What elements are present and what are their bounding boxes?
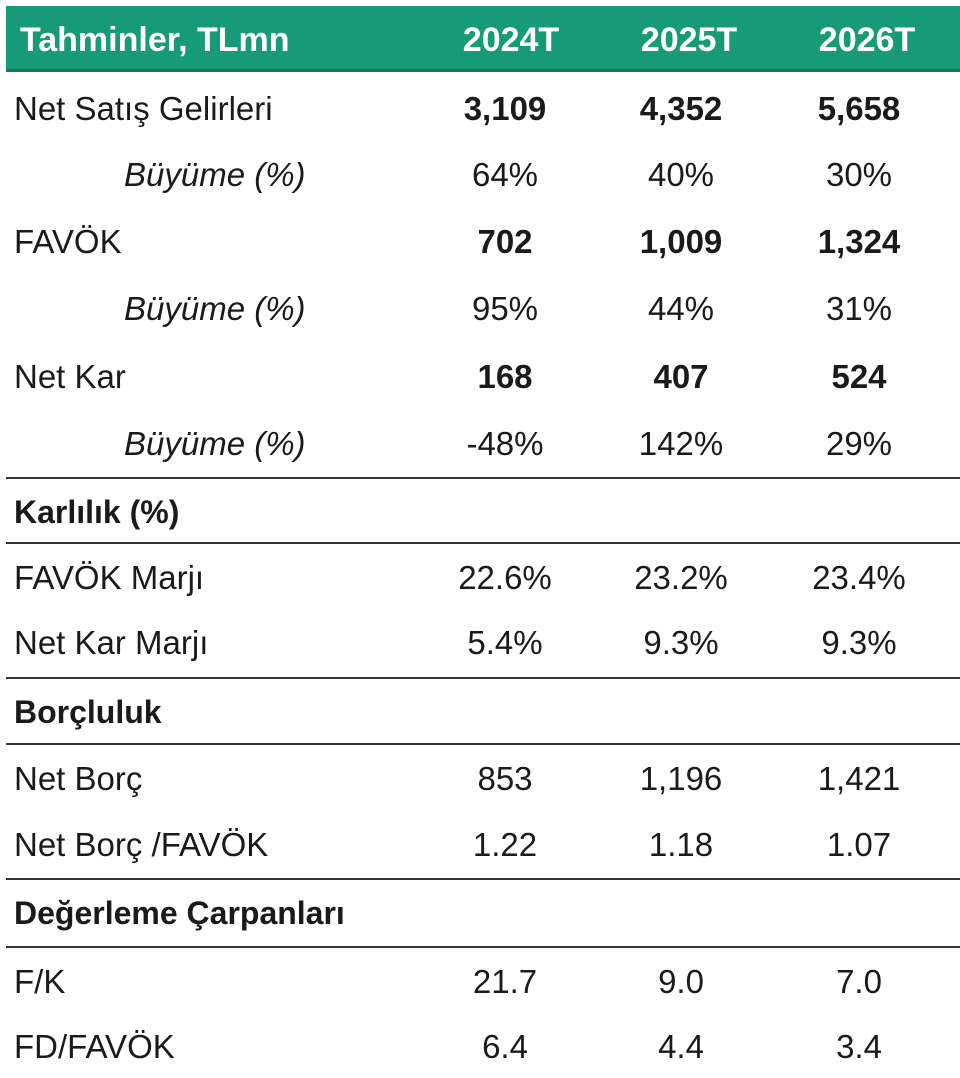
row-label: FD/FAVÖK (14, 1028, 175, 1065)
row-value-2024: 168 (477, 358, 533, 395)
row-value-2026: 30% (825, 156, 893, 193)
table-row-net-borc: Net Borç 853 1,196 1,421 (0, 748, 960, 810)
row-value-2025: 407 (653, 358, 709, 395)
table-row-net-kar-marji: Net Kar Marjı 5.4% 9.3% 9.3% (0, 612, 960, 674)
row-value-2025: 4,352 (639, 90, 723, 127)
row-value-2026: 5,658 (817, 90, 901, 127)
row-value-2024: 95% (471, 290, 539, 327)
row-value-2026: 1,421 (817, 760, 901, 797)
row-value-2025: 1,009 (639, 223, 723, 260)
section-divider (6, 477, 960, 479)
table-row-net-kar: Net Kar 168 407 524 (0, 346, 960, 408)
table-row-net-satis: Net Satış Gelirleri 3,109 4,352 5,658 (0, 78, 960, 140)
row-value-2025: 44% (647, 290, 715, 327)
row-value-2025: 4.4 (658, 1028, 704, 1065)
row-value-2024: 853 (477, 760, 533, 797)
row-label: Net Borç (14, 760, 143, 797)
table-row-net-kar-buyume: Büyüme (%) -48% 142% 29% (0, 413, 960, 475)
header-title: Tahminler, TLmn (20, 21, 290, 59)
section-divider (6, 946, 960, 948)
table-row-fd-favok: FD/FAVÖK 6.4 4.4 3.4 (0, 1016, 960, 1078)
row-value-2026: 23.4% (812, 559, 906, 596)
row-value-2024: 22.6% (458, 559, 552, 596)
row-value-2024: 702 (477, 223, 533, 260)
row-value-2024: -48% (466, 425, 544, 462)
table-row-favok: FAVÖK 702 1,009 1,324 (0, 211, 960, 273)
row-label: Büyüme (%) (124, 290, 306, 327)
table-row-favok-buyume: Büyüme (%) 95% 44% 31% (0, 278, 960, 340)
row-label: Net Borç /FAVÖK (14, 826, 269, 863)
row-value-2026: 1,324 (817, 223, 901, 260)
row-value-2025: 40% (647, 156, 715, 193)
table-row-favok-marji: FAVÖK Marjı 22.6% 23.2% 23.4% (0, 547, 960, 609)
row-value-2024: 21.7 (472, 963, 538, 1000)
header-year-2024: 2024T (462, 21, 560, 59)
row-label: FAVÖK Marjı (14, 559, 205, 596)
section-karlilik: Karlılık (%) (0, 482, 960, 542)
row-value-2025: 9.3% (643, 624, 719, 661)
header-year-2025: 2025T (640, 21, 738, 59)
row-value-2026: 29% (825, 425, 893, 462)
section-title: Değerleme Çarpanları (14, 895, 345, 931)
row-value-2024: 5.4% (467, 624, 543, 661)
row-label: F/K (14, 963, 66, 1000)
section-degerleme: Değerleme Çarpanları (0, 883, 960, 943)
row-value-2024: 64% (471, 156, 539, 193)
row-value-2025: 23.2% (634, 559, 728, 596)
table-header: Tahminler, TLmn 2024T 2025T 2026T (6, 6, 960, 72)
row-value-2026: 7.0 (836, 963, 882, 1000)
row-value-2026: 1.07 (826, 826, 892, 863)
section-divider (6, 542, 960, 544)
row-value-2026: 524 (831, 358, 887, 395)
row-value-2024: 1.22 (472, 826, 538, 863)
row-value-2025: 9.0 (658, 963, 704, 1000)
row-value-2025: 142% (638, 425, 724, 462)
section-title: Borçluluk (14, 694, 162, 730)
row-value-2024: 3,109 (463, 90, 547, 127)
header-year-2026: 2026T (818, 21, 916, 59)
row-label: Büyüme (%) (124, 425, 306, 462)
row-label: FAVÖK (14, 223, 122, 260)
row-value-2026: 9.3% (821, 624, 897, 661)
row-value-2026: 31% (825, 290, 893, 327)
table-row-fk: F/K 21.7 9.0 7.0 (0, 951, 960, 1013)
row-label: Net Satış Gelirleri (14, 90, 273, 127)
row-value-2025: 1.18 (648, 826, 714, 863)
row-label: Net Kar (14, 358, 126, 395)
section-divider (6, 743, 960, 745)
section-divider (6, 677, 960, 679)
table-row-net-satis-buyume: Büyüme (%) 64% 40% 30% (0, 144, 960, 206)
row-value-2026: 3.4 (836, 1028, 882, 1065)
section-borcluluk: Borçluluk (0, 682, 960, 742)
row-value-2024: 6.4 (482, 1028, 528, 1065)
row-label: Net Kar Marjı (14, 624, 209, 661)
table-row-net-borc-favok: Net Borç /FAVÖK 1.22 1.18 1.07 (0, 814, 960, 876)
section-divider (6, 878, 960, 880)
row-label: Büyüme (%) (124, 156, 306, 193)
row-value-2025: 1,196 (639, 760, 723, 797)
section-title: Karlılık (%) (14, 494, 180, 530)
